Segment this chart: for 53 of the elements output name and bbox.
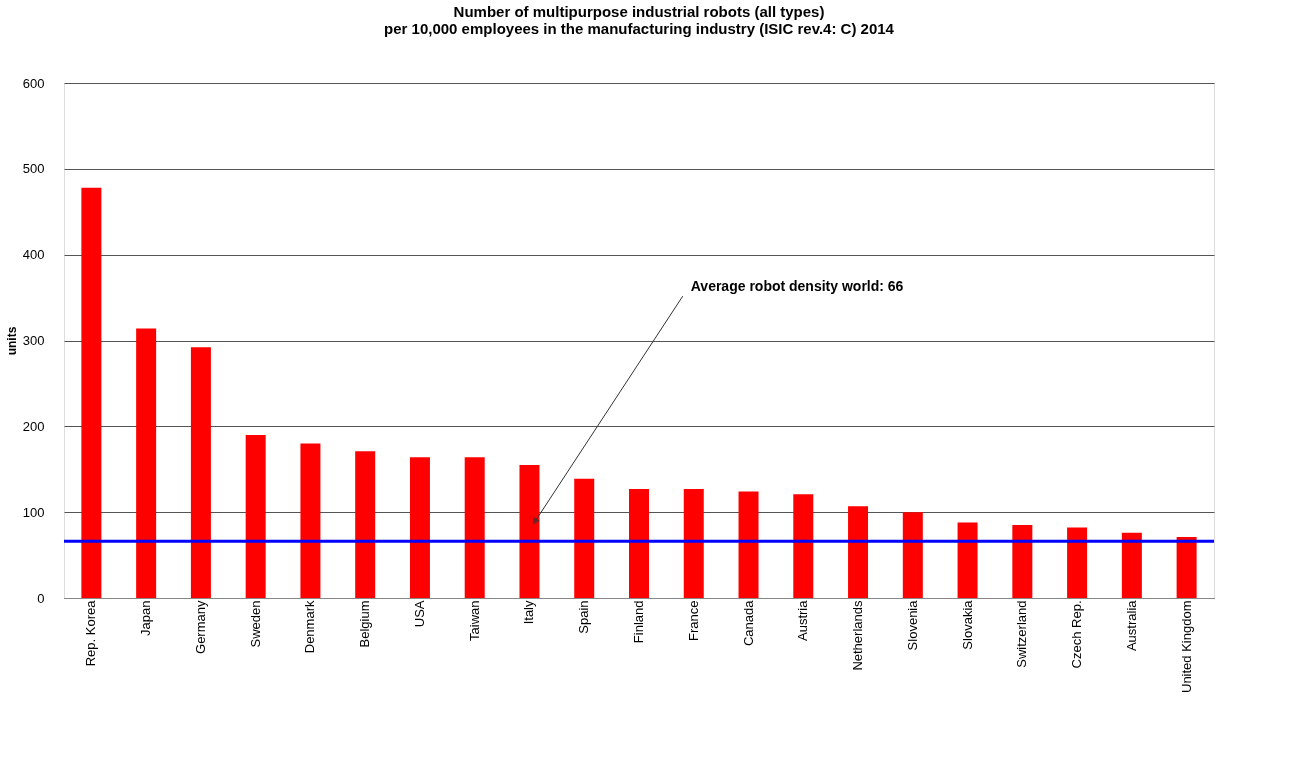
text: per 10,000 employees in the manufacturing industry (ISIC rev.4: C) 2014 [384, 20, 894, 37]
x-tick-label: Germany [192, 600, 208, 654]
x-tick-label: Slovakia [959, 599, 975, 650]
bar [902, 512, 923, 598]
bar [81, 187, 102, 598]
y-tick-label: 600 [22, 75, 45, 91]
bar [355, 451, 376, 598]
x-tick-label: Austria [795, 599, 811, 641]
text: Number of multipurpose industrial robots (all types) [453, 3, 825, 20]
x-tick-label: Canada [740, 599, 756, 647]
bar [300, 443, 321, 598]
bar [574, 478, 595, 598]
x-tick-label: Switzerland [1014, 600, 1030, 668]
bar [1176, 537, 1197, 598]
bar [1067, 527, 1088, 598]
bar [957, 522, 978, 598]
annotation: Average robot density world: 66 [690, 278, 904, 295]
bar [629, 488, 649, 598]
x-tick-label: Rep. Korea [83, 599, 99, 667]
x-tick-label: Belgium [357, 600, 373, 648]
bar [738, 491, 759, 598]
y-tick-label: 300 [22, 333, 45, 348]
bar [1121, 532, 1142, 598]
y-tick-label: 0 [37, 590, 45, 606]
x-tick-label: Finland [631, 600, 646, 644]
x-tick-label: USA [411, 600, 427, 628]
bar [245, 434, 266, 598]
x-tick-label: Spain [576, 600, 592, 634]
x-tick-label: United Kingdom [1178, 600, 1194, 693]
y-tick-label: 100 [22, 504, 45, 520]
x-tick-label: Sweden [247, 600, 263, 648]
bar [683, 488, 704, 598]
bar [190, 347, 211, 598]
x-tick-label: Czech Rep. [1069, 600, 1085, 669]
y-tick-label: 200 [22, 418, 45, 434]
x-tick-label: Taiwan [466, 600, 482, 641]
y-tick-label: 500 [22, 161, 45, 177]
x-tick-label: Denmark [302, 600, 318, 654]
x-tick-label: France [685, 600, 701, 641]
x-tick-label: Italy [521, 600, 537, 625]
x-tick-label: Japan [138, 600, 154, 636]
x-tick-label: Slovenia [904, 599, 920, 651]
bar [136, 328, 157, 598]
bar [848, 506, 869, 598]
bar [519, 464, 540, 598]
bar [464, 457, 485, 598]
y-axis-title: units [4, 326, 19, 356]
x-tick-label: Australia [1123, 599, 1139, 652]
bar [1012, 525, 1033, 598]
y-tick-label: 400 [22, 247, 45, 263]
x-tick-label: Netherlands [850, 600, 866, 671]
bar [409, 457, 430, 598]
bar [793, 494, 814, 598]
